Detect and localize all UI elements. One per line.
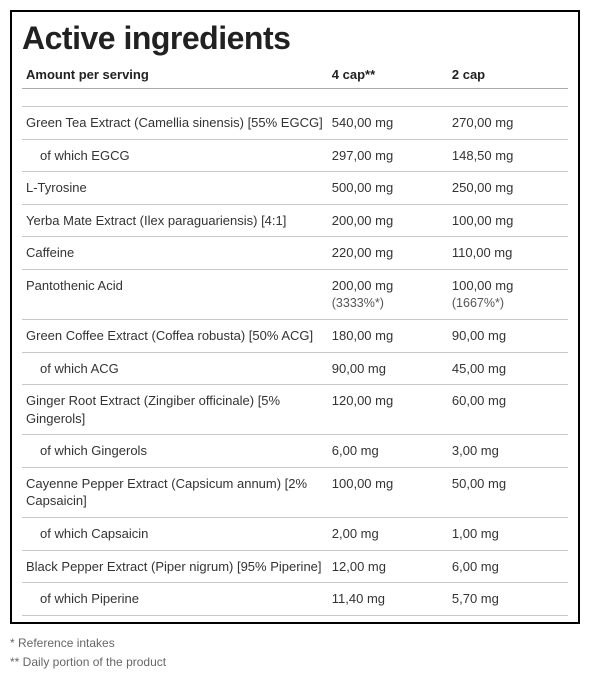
value-2cap-pct: (1667%*)	[452, 296, 504, 310]
table-row: of which Gingerols 6,00 mg 3,00 mg	[22, 435, 568, 468]
value-4cap: 540,00 mg	[328, 107, 448, 140]
value-4cap: 12,00 mg	[328, 550, 448, 583]
table-row: of which Capsaicin 2,00 mg 1,00 mg	[22, 517, 568, 550]
spacer-row	[22, 89, 568, 107]
value-4cap-text: 12,00 mg	[332, 559, 386, 574]
value-2cap: 100,00 mg	[448, 204, 568, 237]
value-2cap: 6,00 mg	[448, 550, 568, 583]
ingredient-name: Green Tea Extract (Camellia sinensis) [5…	[22, 107, 328, 140]
value-4cap: 200,00 mg (3333%*)	[328, 269, 448, 319]
panel-title: Active ingredients	[22, 20, 568, 57]
value-2cap-text: 45,00 mg	[452, 361, 506, 376]
footnote-1: * Reference intakes	[10, 634, 580, 653]
table-row: Green Tea Extract (Camellia sinensis) [5…	[22, 107, 568, 140]
col-name-header: Amount per serving	[22, 61, 328, 89]
table-row: Pantothenic Acid 200,00 mg (3333%*) 100,00 …	[22, 269, 568, 319]
value-2cap-text: 270,00 mg	[452, 115, 513, 130]
ingredient-name: Green Coffee Extract (Coffea robusta) [5…	[22, 320, 328, 353]
value-2cap: 45,00 mg	[448, 352, 568, 385]
value-4cap: 90,00 mg	[328, 352, 448, 385]
value-4cap-pct: (3333%*)	[332, 296, 384, 310]
value-4cap: 11,40 mg	[328, 583, 448, 616]
value-4cap: 200,00 mg	[328, 204, 448, 237]
value-2cap: 90,00 mg	[448, 320, 568, 353]
col1-header: 4 cap**	[328, 61, 448, 89]
value-2cap-text: 90,00 mg	[452, 328, 506, 343]
value-2cap-text: 6,00 mg	[452, 559, 499, 574]
value-4cap: 180,00 mg	[328, 320, 448, 353]
value-4cap: 220,00 mg	[328, 237, 448, 270]
ingredient-name: of which Capsaicin	[22, 517, 328, 550]
ingredient-name: of which Gingerols	[22, 435, 328, 468]
table-row: L-Tyrosine 500,00 mg 250,00 mg	[22, 172, 568, 205]
value-4cap-text: 6,00 mg	[332, 443, 379, 458]
ingredient-name: of which Piperine	[22, 583, 328, 616]
ingredient-name: Cayenne Pepper Extract (Capsicum annum) …	[22, 467, 328, 517]
value-2cap: 250,00 mg	[448, 172, 568, 205]
ingredient-name: Yerba Mate Extract (Ilex paraguariensis)…	[22, 204, 328, 237]
table-row: of which Piperine 11,40 mg 5,70 mg	[22, 583, 568, 616]
value-4cap: 6,00 mg	[328, 435, 448, 468]
value-2cap-text: 250,00 mg	[452, 180, 513, 195]
value-4cap-text: 180,00 mg	[332, 328, 393, 343]
value-2cap: 3,00 mg	[448, 435, 568, 468]
value-2cap: 50,00 mg	[448, 467, 568, 517]
value-4cap-text: 120,00 mg	[332, 393, 393, 408]
value-4cap-text: 500,00 mg	[332, 180, 393, 195]
ingredient-name: L-Tyrosine	[22, 172, 328, 205]
table-row: Green Coffee Extract (Coffea robusta) [5…	[22, 320, 568, 353]
value-2cap: 100,00 mg (1667%*)	[448, 269, 568, 319]
table-body: Green Tea Extract (Camellia sinensis) [5…	[22, 89, 568, 616]
ingredient-name: Caffeine	[22, 237, 328, 270]
value-4cap: 500,00 mg	[328, 172, 448, 205]
ingredient-name: Pantothenic Acid	[22, 269, 328, 319]
value-2cap-text: 100,00 mg	[452, 278, 513, 293]
value-4cap: 297,00 mg	[328, 139, 448, 172]
value-2cap: 5,70 mg	[448, 583, 568, 616]
value-2cap-text: 110,00 mg	[452, 245, 512, 260]
ingredient-name: Black Pepper Extract (Piper nigrum) [95%…	[22, 550, 328, 583]
ingredients-panel: Active ingredients Amount per serving 4 …	[10, 10, 580, 624]
value-2cap-text: 5,70 mg	[452, 591, 499, 606]
value-2cap-text: 50,00 mg	[452, 476, 506, 491]
value-2cap-text: 100,00 mg	[452, 213, 513, 228]
value-4cap-text: 2,00 mg	[332, 526, 379, 541]
value-4cap-text: 11,40 mg	[332, 591, 385, 606]
table-header-row: Amount per serving 4 cap** 2 cap	[22, 61, 568, 89]
value-2cap-text: 148,50 mg	[452, 148, 513, 163]
table-row: of which EGCG 297,00 mg 148,50 mg	[22, 139, 568, 172]
value-2cap: 1,00 mg	[448, 517, 568, 550]
value-4cap-text: 540,00 mg	[332, 115, 393, 130]
value-4cap: 100,00 mg	[328, 467, 448, 517]
value-4cap-text: 220,00 mg	[332, 245, 393, 260]
table-row: of which ACG 90,00 mg 45,00 mg	[22, 352, 568, 385]
ingredients-table: Amount per serving 4 cap** 2 cap Green T…	[22, 61, 568, 616]
ingredient-name: Ginger Root Extract (Zingiber officinale…	[22, 385, 328, 435]
value-4cap: 120,00 mg	[328, 385, 448, 435]
value-2cap-text: 1,00 mg	[452, 526, 499, 541]
value-2cap-text: 3,00 mg	[452, 443, 499, 458]
table-row: Caffeine 220,00 mg 110,00 mg	[22, 237, 568, 270]
footnote-2: ** Daily portion of the product	[10, 653, 580, 672]
value-2cap: 60,00 mg	[448, 385, 568, 435]
ingredient-name: of which EGCG	[22, 139, 328, 172]
value-2cap: 270,00 mg	[448, 107, 568, 140]
value-4cap-text: 90,00 mg	[332, 361, 386, 376]
value-2cap-text: 60,00 mg	[452, 393, 506, 408]
table-row: Cayenne Pepper Extract (Capsicum annum) …	[22, 467, 568, 517]
table-row: Ginger Root Extract (Zingiber officinale…	[22, 385, 568, 435]
value-4cap-text: 297,00 mg	[332, 148, 393, 163]
value-4cap: 2,00 mg	[328, 517, 448, 550]
value-2cap: 110,00 mg	[448, 237, 568, 270]
footnotes: * Reference intakes ** Daily portion of …	[10, 634, 580, 672]
value-4cap-text: 200,00 mg	[332, 213, 393, 228]
value-4cap-text: 200,00 mg	[332, 278, 393, 293]
value-2cap: 148,50 mg	[448, 139, 568, 172]
table-row: Black Pepper Extract (Piper nigrum) [95%…	[22, 550, 568, 583]
ingredient-name: of which ACG	[22, 352, 328, 385]
table-row: Yerba Mate Extract (Ilex paraguariensis)…	[22, 204, 568, 237]
col2-header: 2 cap	[448, 61, 568, 89]
value-4cap-text: 100,00 mg	[332, 476, 393, 491]
